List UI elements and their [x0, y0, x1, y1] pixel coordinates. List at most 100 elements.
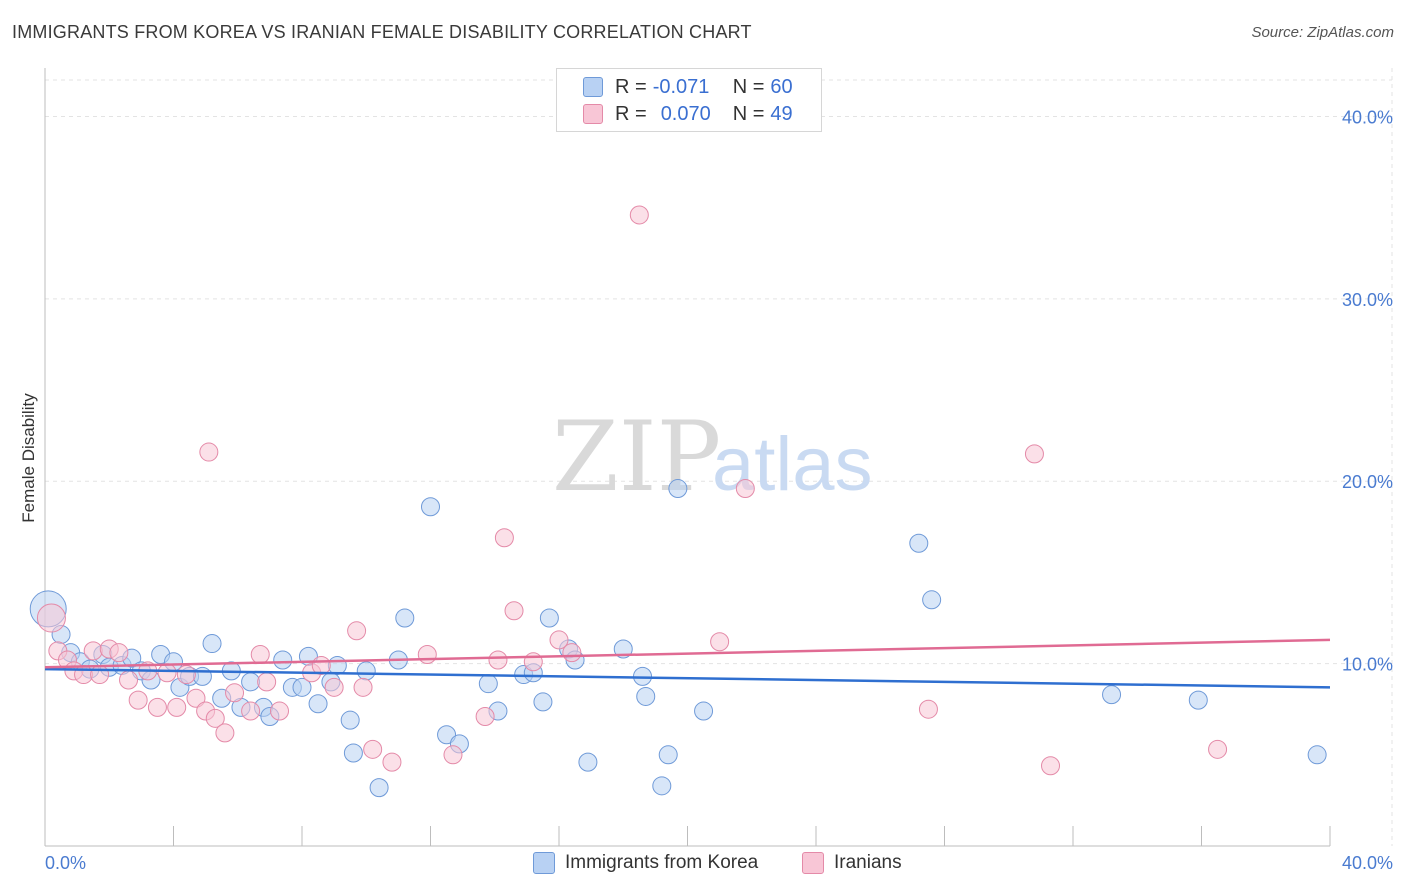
y-tick-labels: 10.0% 20.0% 30.0% 40.0%	[1342, 107, 1393, 674]
korea-point	[421, 497, 440, 517]
iran-point	[1041, 756, 1061, 776]
gridlines	[45, 68, 1393, 846]
korea-point	[1188, 690, 1208, 710]
iran-point	[241, 701, 261, 721]
korea-point	[1102, 685, 1122, 705]
iran-point	[36, 603, 66, 633]
iran-point	[215, 723, 235, 743]
watermark-zip: ZIP	[552, 401, 721, 513]
legend-r-label: R =	[615, 102, 647, 125]
legend-n-label: N =	[732, 102, 765, 125]
korea-point	[694, 701, 714, 721]
iran-point	[735, 479, 755, 499]
legend-n-value: 60	[770, 75, 793, 98]
korea-point	[909, 533, 929, 553]
iran-point	[157, 663, 177, 683]
trendlines	[44, 638, 1331, 689]
iran-trendline	[44, 638, 1331, 669]
iran-point	[205, 708, 225, 728]
iran-point	[324, 677, 344, 697]
bottom-legend-iranians: Iranians	[802, 852, 902, 874]
iran-point	[147, 697, 167, 717]
korea-point	[241, 672, 261, 692]
iran-point	[225, 683, 245, 703]
korea-point	[273, 650, 293, 670]
iran-point	[382, 752, 402, 772]
iran-point	[167, 697, 187, 717]
x-tick-label: 40.0%	[1342, 853, 1393, 873]
legend: R = -0.071 N = 60 R = 0.070 N = 49	[556, 68, 822, 132]
y-tick-label: 10.0%	[1342, 655, 1393, 675]
korea-point	[1307, 745, 1327, 765]
source-label: Source: ZipAtlas.com	[1251, 24, 1394, 41]
iran-point	[494, 528, 514, 548]
iran-point	[176, 665, 196, 685]
x-tick-label: 0.0%	[45, 853, 86, 873]
iran-point	[109, 643, 129, 663]
korea-point	[658, 745, 678, 765]
iran-point	[250, 645, 270, 664]
iran-point	[1208, 739, 1228, 759]
korea-point	[308, 694, 328, 714]
iran-point	[74, 665, 94, 685]
iran-point	[90, 665, 110, 685]
iran-point	[475, 707, 495, 727]
korea-point	[292, 677, 312, 697]
korea-point	[922, 590, 942, 610]
iran-point	[119, 670, 139, 690]
iran-point	[83, 641, 103, 661]
iran-point	[270, 701, 290, 721]
iran-point	[417, 645, 437, 664]
korea-point	[652, 776, 672, 796]
iran-point	[629, 205, 649, 225]
korea-point	[533, 692, 553, 712]
legend-swatch-korea	[583, 77, 603, 97]
korea-point	[539, 608, 559, 628]
korea-point	[327, 655, 347, 675]
korea-point	[343, 743, 363, 763]
korea-point	[613, 639, 633, 659]
korea-point	[578, 752, 598, 772]
korea-point	[369, 778, 389, 798]
iran-point	[353, 677, 373, 697]
y-tick-label: 30.0%	[1342, 290, 1393, 310]
iran-point	[363, 739, 383, 759]
korea-point	[356, 661, 376, 681]
bottom-legend: Immigrants from Korea Iranians	[0, 852, 1406, 878]
iran-point	[918, 699, 938, 719]
watermark-atlas: atlas	[712, 422, 873, 507]
bottom-legend-swatch-korea	[533, 852, 555, 874]
korea-point	[202, 634, 222, 654]
legend-r-label: R =	[615, 75, 647, 98]
bottom-legend-swatch-iranians	[802, 852, 824, 874]
korea-points	[29, 479, 1327, 798]
iran-point	[199, 442, 219, 462]
y-tick-label: 40.0%	[1342, 107, 1393, 127]
korea-point	[395, 608, 415, 628]
iran-point	[1024, 444, 1044, 464]
legend-n-value: 49	[770, 102, 793, 125]
korea-point	[668, 479, 688, 499]
iran-point	[347, 621, 367, 641]
watermark: ZIP atlas	[552, 401, 873, 513]
iran-point	[443, 745, 463, 765]
iran-point	[710, 632, 730, 652]
iran-point	[549, 630, 569, 650]
korea-point	[478, 674, 498, 694]
chart-title: IMMIGRANTS FROM KOREA VS IRANIAN FEMALE …	[12, 22, 752, 42]
bottom-legend-korea: Immigrants from Korea	[533, 852, 758, 874]
bottom-legend-label-korea: Immigrants from Korea	[565, 852, 759, 873]
y-axis-label: Female Disability	[19, 393, 38, 523]
iran-point	[257, 672, 277, 692]
y-tick-label: 20.0%	[1342, 472, 1393, 492]
iran-point	[128, 690, 148, 710]
axes	[44, 68, 1331, 847]
iran-point	[562, 643, 582, 663]
iran-point	[488, 650, 508, 670]
legend-r-value: -0.071	[652, 75, 710, 98]
korea-point	[437, 725, 457, 745]
legend-r-value: 0.070	[660, 102, 711, 125]
korea-trendline	[44, 667, 1331, 689]
bottom-legend-label-iranians: Iranians	[834, 852, 902, 873]
